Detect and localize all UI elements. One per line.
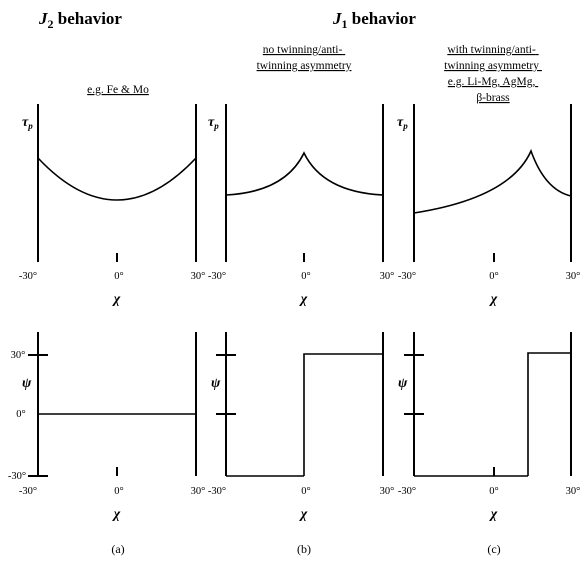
tick-neg30-a2: -30° (19, 486, 37, 497)
psi-label-a: ψ (22, 376, 32, 391)
tau-label-b: τp (208, 115, 219, 131)
tick-30-b: 30° (380, 271, 395, 282)
caption-c: (c) (487, 542, 500, 556)
psi-label-b: ψ (211, 376, 221, 391)
chi-label-a2: χ (112, 507, 121, 522)
subtitle-b: no twinning/anti- twinning asymmetry (257, 44, 352, 72)
psi-plot-b: ψ -30° 0° 30° χ (208, 332, 394, 522)
tick-neg30-a: -30° (19, 271, 37, 282)
tick-0-b: 0° (301, 271, 310, 282)
tau-plot-a: τp -30° 0° 30° χ (19, 104, 205, 307)
psi-label-c: ψ (398, 376, 408, 391)
tau-plot-c: τp -30° 0° 30° χ (397, 104, 580, 307)
psi-step-c (528, 353, 571, 476)
tau-label-c: τp (397, 115, 408, 131)
tick-neg30-c: -30° (398, 271, 416, 282)
chi-label-b2: χ (299, 507, 308, 522)
tick-0-a2: 0° (114, 486, 123, 497)
tau-curve-c (414, 151, 571, 213)
psi-plot-c: ψ -30° 0° 30° χ (398, 332, 580, 522)
tick-30-b2: 30° (380, 486, 395, 497)
tick-0-b2: 0° (301, 486, 310, 497)
chi-label-c2: χ (489, 507, 498, 522)
psi-tick-0-a: 0° (16, 409, 25, 420)
tick-30-c: 30° (566, 271, 581, 282)
caption-a: (a) (111, 542, 124, 556)
subtitle-a: e.g. Fe & Mo (87, 84, 149, 96)
chi-label-c: χ (489, 292, 498, 307)
psi-tick-30-a: 30° (11, 350, 26, 361)
psi-step-b (304, 354, 383, 476)
caption-b: (b) (297, 542, 311, 556)
subtitle-c: with twinning/anti- twinning asymmetry e… (444, 44, 542, 104)
tick-30-c2: 30° (566, 486, 581, 497)
tick-0-c: 0° (489, 271, 498, 282)
j1-header: J1 behavior (332, 9, 416, 31)
tau-label-a: τp (22, 115, 33, 131)
tick-neg30-b: -30° (208, 271, 226, 282)
tau-plot-b: τp -30° 0° 30° χ (208, 104, 394, 307)
tick-0-a: 0° (114, 271, 123, 282)
psi-tick-neg30-a: -30° (8, 471, 26, 482)
tau-curve-a (38, 155, 196, 200)
tau-curve-b (226, 153, 383, 195)
psi-plot-a: 30° 0° -30° ψ -30° 0° 30° χ (8, 332, 205, 522)
tick-30-a2: 30° (191, 486, 206, 497)
j2-header: J2 behavior (38, 9, 122, 31)
chi-label-a: χ (112, 292, 121, 307)
chi-label-b: χ (299, 292, 308, 307)
tick-neg30-c2: -30° (398, 486, 416, 497)
tick-neg30-b2: -30° (208, 486, 226, 497)
tick-30-a: 30° (191, 271, 206, 282)
tick-0-c2: 0° (489, 486, 498, 497)
